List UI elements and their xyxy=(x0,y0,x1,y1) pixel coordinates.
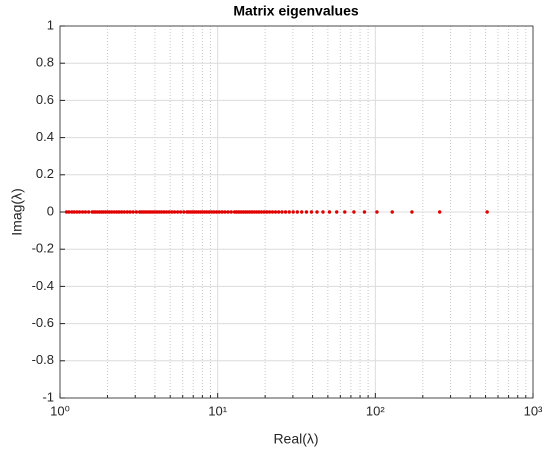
point xyxy=(232,210,237,214)
point xyxy=(295,210,300,214)
point xyxy=(257,210,261,214)
y-tick-label: 0.8 xyxy=(36,55,54,70)
point xyxy=(122,210,127,214)
point xyxy=(327,210,332,214)
point xyxy=(410,210,414,214)
point xyxy=(170,210,174,214)
point xyxy=(83,210,88,214)
point xyxy=(254,210,259,214)
x-tick-label: 10⁰ xyxy=(50,403,70,418)
point xyxy=(172,210,177,214)
point xyxy=(375,210,379,214)
point xyxy=(220,210,224,214)
point xyxy=(207,210,211,214)
point xyxy=(117,210,121,214)
x-tick-label: 10³ xyxy=(524,403,543,418)
y-tick-label: -1 xyxy=(42,389,54,404)
point xyxy=(182,210,186,214)
point xyxy=(119,210,124,214)
y-tick-label: -0.8 xyxy=(32,352,54,367)
point xyxy=(437,210,442,214)
y-axis-label: Imag(λ) xyxy=(9,188,25,235)
chart-title: Matrix eigenvalues xyxy=(233,3,358,19)
point xyxy=(125,210,129,214)
point xyxy=(115,210,119,214)
point xyxy=(164,210,169,214)
point xyxy=(212,210,216,214)
point xyxy=(283,210,288,214)
point xyxy=(291,210,295,214)
point xyxy=(162,210,166,214)
point xyxy=(276,210,281,214)
point xyxy=(259,210,264,214)
point xyxy=(321,210,325,214)
x-tick-label: 10¹ xyxy=(208,403,227,418)
point xyxy=(175,210,180,214)
point xyxy=(112,210,116,214)
plot-border xyxy=(59,25,534,399)
point xyxy=(178,210,183,214)
point xyxy=(267,210,272,214)
point xyxy=(223,210,227,214)
point xyxy=(209,210,214,214)
point xyxy=(265,210,269,214)
point xyxy=(270,210,275,214)
point xyxy=(131,210,135,214)
y-tick-label: -0.4 xyxy=(32,278,54,293)
point xyxy=(300,210,304,214)
x-axis-label: Real(λ) xyxy=(273,431,318,447)
point xyxy=(362,210,367,214)
point xyxy=(226,210,230,214)
point xyxy=(343,210,347,214)
point xyxy=(280,210,284,214)
point xyxy=(262,210,266,214)
point xyxy=(77,210,82,214)
point xyxy=(315,210,319,214)
point xyxy=(86,210,91,214)
point xyxy=(390,210,394,214)
point xyxy=(64,210,69,214)
y-tick-label: 1 xyxy=(47,17,54,32)
y-tick-label: 0.4 xyxy=(36,129,54,144)
point xyxy=(352,210,356,214)
point xyxy=(214,210,219,214)
point xyxy=(304,210,309,214)
point xyxy=(229,210,233,214)
point xyxy=(75,210,79,214)
y-tick-label: -0.2 xyxy=(32,241,54,256)
point xyxy=(309,210,314,214)
point xyxy=(90,210,94,214)
point xyxy=(128,210,132,214)
point xyxy=(217,210,221,214)
point xyxy=(287,210,291,214)
point xyxy=(273,210,278,214)
y-tick-label: 0.2 xyxy=(36,166,54,181)
point xyxy=(167,210,171,214)
point xyxy=(67,210,71,214)
y-tick-label: 0.6 xyxy=(36,92,54,107)
point xyxy=(485,210,489,214)
point xyxy=(70,210,74,214)
point xyxy=(185,210,189,214)
x-tick-label: 10² xyxy=(366,403,385,418)
point xyxy=(335,210,339,214)
point xyxy=(134,210,139,214)
y-tick-label: -0.6 xyxy=(32,315,54,330)
point xyxy=(137,210,142,214)
y-tick-label: 0 xyxy=(47,203,54,218)
point xyxy=(80,210,85,214)
